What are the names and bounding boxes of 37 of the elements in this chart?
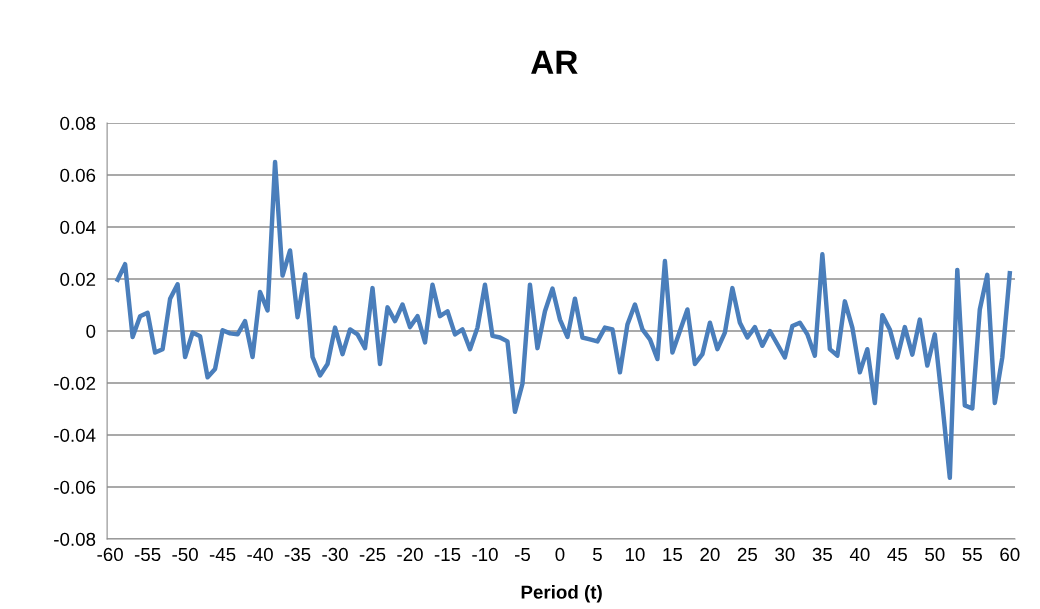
x-tick-label: 35 <box>812 547 832 562</box>
x-tick-label: 50 <box>925 547 945 562</box>
y-tick-label: 0 <box>86 324 96 338</box>
y-tick-label: -0.04 <box>54 428 96 442</box>
y-tick-label: -0.06 <box>54 480 96 494</box>
x-tick-label: 45 <box>887 547 907 562</box>
x-tick-label: 55 <box>962 547 982 562</box>
x-tick-label: 0 <box>555 547 565 562</box>
y-tick-label: 0.02 <box>60 272 96 286</box>
x-tick-label: -45 <box>209 547 236 562</box>
x-tick-label: 40 <box>849 547 870 562</box>
x-tick-label: 25 <box>737 547 758 562</box>
y-tick-label: 0.08 <box>60 116 96 130</box>
y-tick-label: -0.02 <box>54 376 96 390</box>
x-tick-label: -5 <box>514 547 531 562</box>
x-tick-label: -60 <box>97 547 123 562</box>
x-tick-label: -10 <box>472 547 498 562</box>
x-tick-label: -30 <box>322 547 348 562</box>
x-tick-label: 60 <box>1000 547 1020 562</box>
x-axis-title: Period (t) <box>521 585 602 603</box>
y-tick-label: 0.04 <box>60 220 96 234</box>
x-tick-label: -50 <box>172 547 198 562</box>
x-tick-label: -20 <box>397 547 423 562</box>
x-tick-label: 5 <box>592 547 602 562</box>
x-tick-label: 20 <box>700 547 720 562</box>
line-series <box>115 159 1013 481</box>
chart-title: AR <box>531 50 578 74</box>
x-tick-label: -40 <box>247 547 273 562</box>
x-tick-label: 30 <box>775 547 795 562</box>
x-tick-label: -55 <box>134 547 161 562</box>
y-tick-label: -0.08 <box>54 532 96 546</box>
x-tick-label: 15 <box>663 547 683 562</box>
x-tick-label: -35 <box>284 547 311 562</box>
x-tick-label: -25 <box>359 547 386 562</box>
x-tick-label: 10 <box>625 547 645 562</box>
x-tick-label: -15 <box>434 547 461 562</box>
y-tick-label: 0.06 <box>60 168 96 182</box>
